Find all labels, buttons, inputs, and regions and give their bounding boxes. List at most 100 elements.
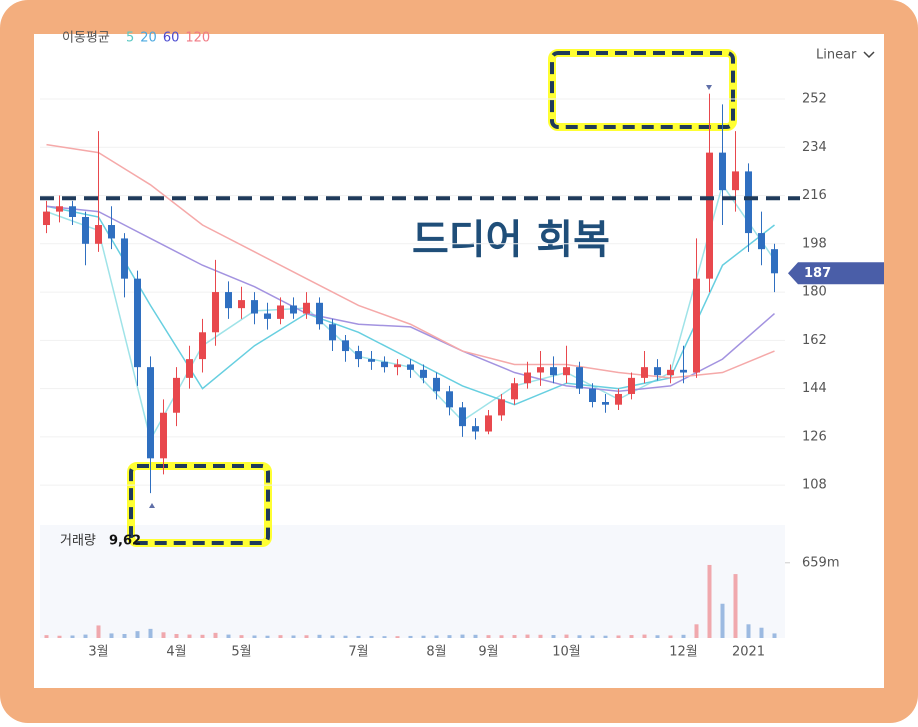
volume-bar <box>161 632 166 638</box>
legend-entry: 20 <box>140 31 157 46</box>
candle-body <box>485 415 492 432</box>
legend-entry: 5 <box>126 31 134 46</box>
candle-body <box>732 171 739 191</box>
dropdown-icon[interactable] <box>863 51 875 59</box>
volume-bar <box>382 636 387 638</box>
volume-bar <box>473 634 478 638</box>
candle-body <box>576 367 583 389</box>
price-tag <box>788 262 884 285</box>
candle-body <box>95 225 102 244</box>
y-tick-label: 198 <box>802 236 827 251</box>
volume-bar <box>564 634 569 638</box>
y-tick-label: 144 <box>802 381 827 396</box>
ma-line <box>46 143 775 379</box>
y-tick-label: 180 <box>802 285 827 300</box>
candle-body <box>82 216 89 244</box>
candle-body <box>186 359 193 378</box>
candle-body <box>121 238 128 279</box>
candle-body <box>589 388 596 403</box>
x-tick-label: 3월 <box>88 645 108 660</box>
volume-bar <box>772 633 777 638</box>
volume-bar <box>642 634 647 638</box>
volume-bar <box>330 635 335 638</box>
x-tick-label: 4월 <box>166 645 186 660</box>
volume-bar <box>746 624 751 638</box>
y-tick-label: 108 <box>802 478 827 493</box>
candle-body <box>771 249 778 274</box>
candle-body <box>160 412 167 459</box>
x-tick-label: 9월 <box>478 645 498 660</box>
volume-bar <box>525 634 530 638</box>
volume-bar <box>304 635 309 638</box>
volume-bar <box>109 633 114 638</box>
y-tick-label: 126 <box>802 429 827 444</box>
volume-bar <box>681 634 686 638</box>
highlight-box <box>129 464 270 545</box>
volume-bar <box>707 564 712 638</box>
volume-bar <box>408 635 413 638</box>
scale-select[interactable]: Linear <box>816 48 857 63</box>
candle-body <box>355 351 362 360</box>
volume-bar <box>603 635 608 638</box>
volume-bar <box>83 634 88 638</box>
candle-body <box>56 206 63 212</box>
volume-bar <box>96 625 101 638</box>
volume-bar <box>187 634 192 638</box>
candle-body <box>433 377 440 392</box>
volume-bar <box>668 635 673 638</box>
x-tick-label: 10월 <box>552 645 581 660</box>
candle-body <box>381 361 388 368</box>
volume-bar <box>499 635 504 638</box>
volume-bar <box>291 635 296 638</box>
candle-body <box>43 211 50 226</box>
candle-body <box>706 152 713 279</box>
candle-body <box>108 225 115 239</box>
candle-body <box>758 233 765 250</box>
volume-bar <box>759 627 764 638</box>
high-arrow <box>706 85 712 90</box>
volume-bar <box>551 635 556 638</box>
volume-bar <box>135 631 140 638</box>
x-tick-label: 8월 <box>426 645 446 660</box>
candle-body <box>654 367 661 376</box>
candle-body <box>602 402 609 405</box>
volume-bar <box>460 634 465 638</box>
candle-body <box>693 278 700 373</box>
legend-title: 이동평균 <box>62 31 110 46</box>
candle-body <box>290 305 297 314</box>
candle-body <box>329 324 336 341</box>
candle-body <box>550 367 557 376</box>
plot <box>43 93 778 494</box>
volume-bar <box>356 635 361 638</box>
volume-bar <box>174 634 179 638</box>
candle-body <box>225 292 232 309</box>
legend-entry: 60 <box>163 31 180 46</box>
candle-body <box>147 367 154 459</box>
volume-bar <box>421 635 426 638</box>
candle-body <box>615 393 622 405</box>
candle-body <box>199 332 206 360</box>
volume-bar <box>70 635 75 638</box>
candle-body <box>277 305 284 319</box>
y-tick-label: 252 <box>802 91 827 106</box>
x-tick-label: 5월 <box>231 645 251 660</box>
candle-body <box>173 377 180 413</box>
y-tick-label: 162 <box>802 333 827 348</box>
volume-bar <box>265 635 270 638</box>
volume-bar <box>616 635 621 638</box>
candle-body <box>238 300 245 309</box>
volume-bar <box>395 636 400 638</box>
volume-bar <box>512 635 517 638</box>
candle-body <box>511 383 518 400</box>
volume-bar <box>629 635 634 638</box>
x-tick-label: 7월 <box>348 645 368 660</box>
highlight-box <box>550 51 735 129</box>
volume-bar <box>252 635 257 638</box>
candle-body <box>745 171 752 234</box>
volume-bar <box>434 635 439 638</box>
volume-bar <box>720 603 725 638</box>
annotation: 드디어 회복 <box>412 217 610 263</box>
candle-body <box>719 152 726 191</box>
volume-tick-label: 659m <box>802 555 839 570</box>
volume-bar <box>447 635 452 638</box>
